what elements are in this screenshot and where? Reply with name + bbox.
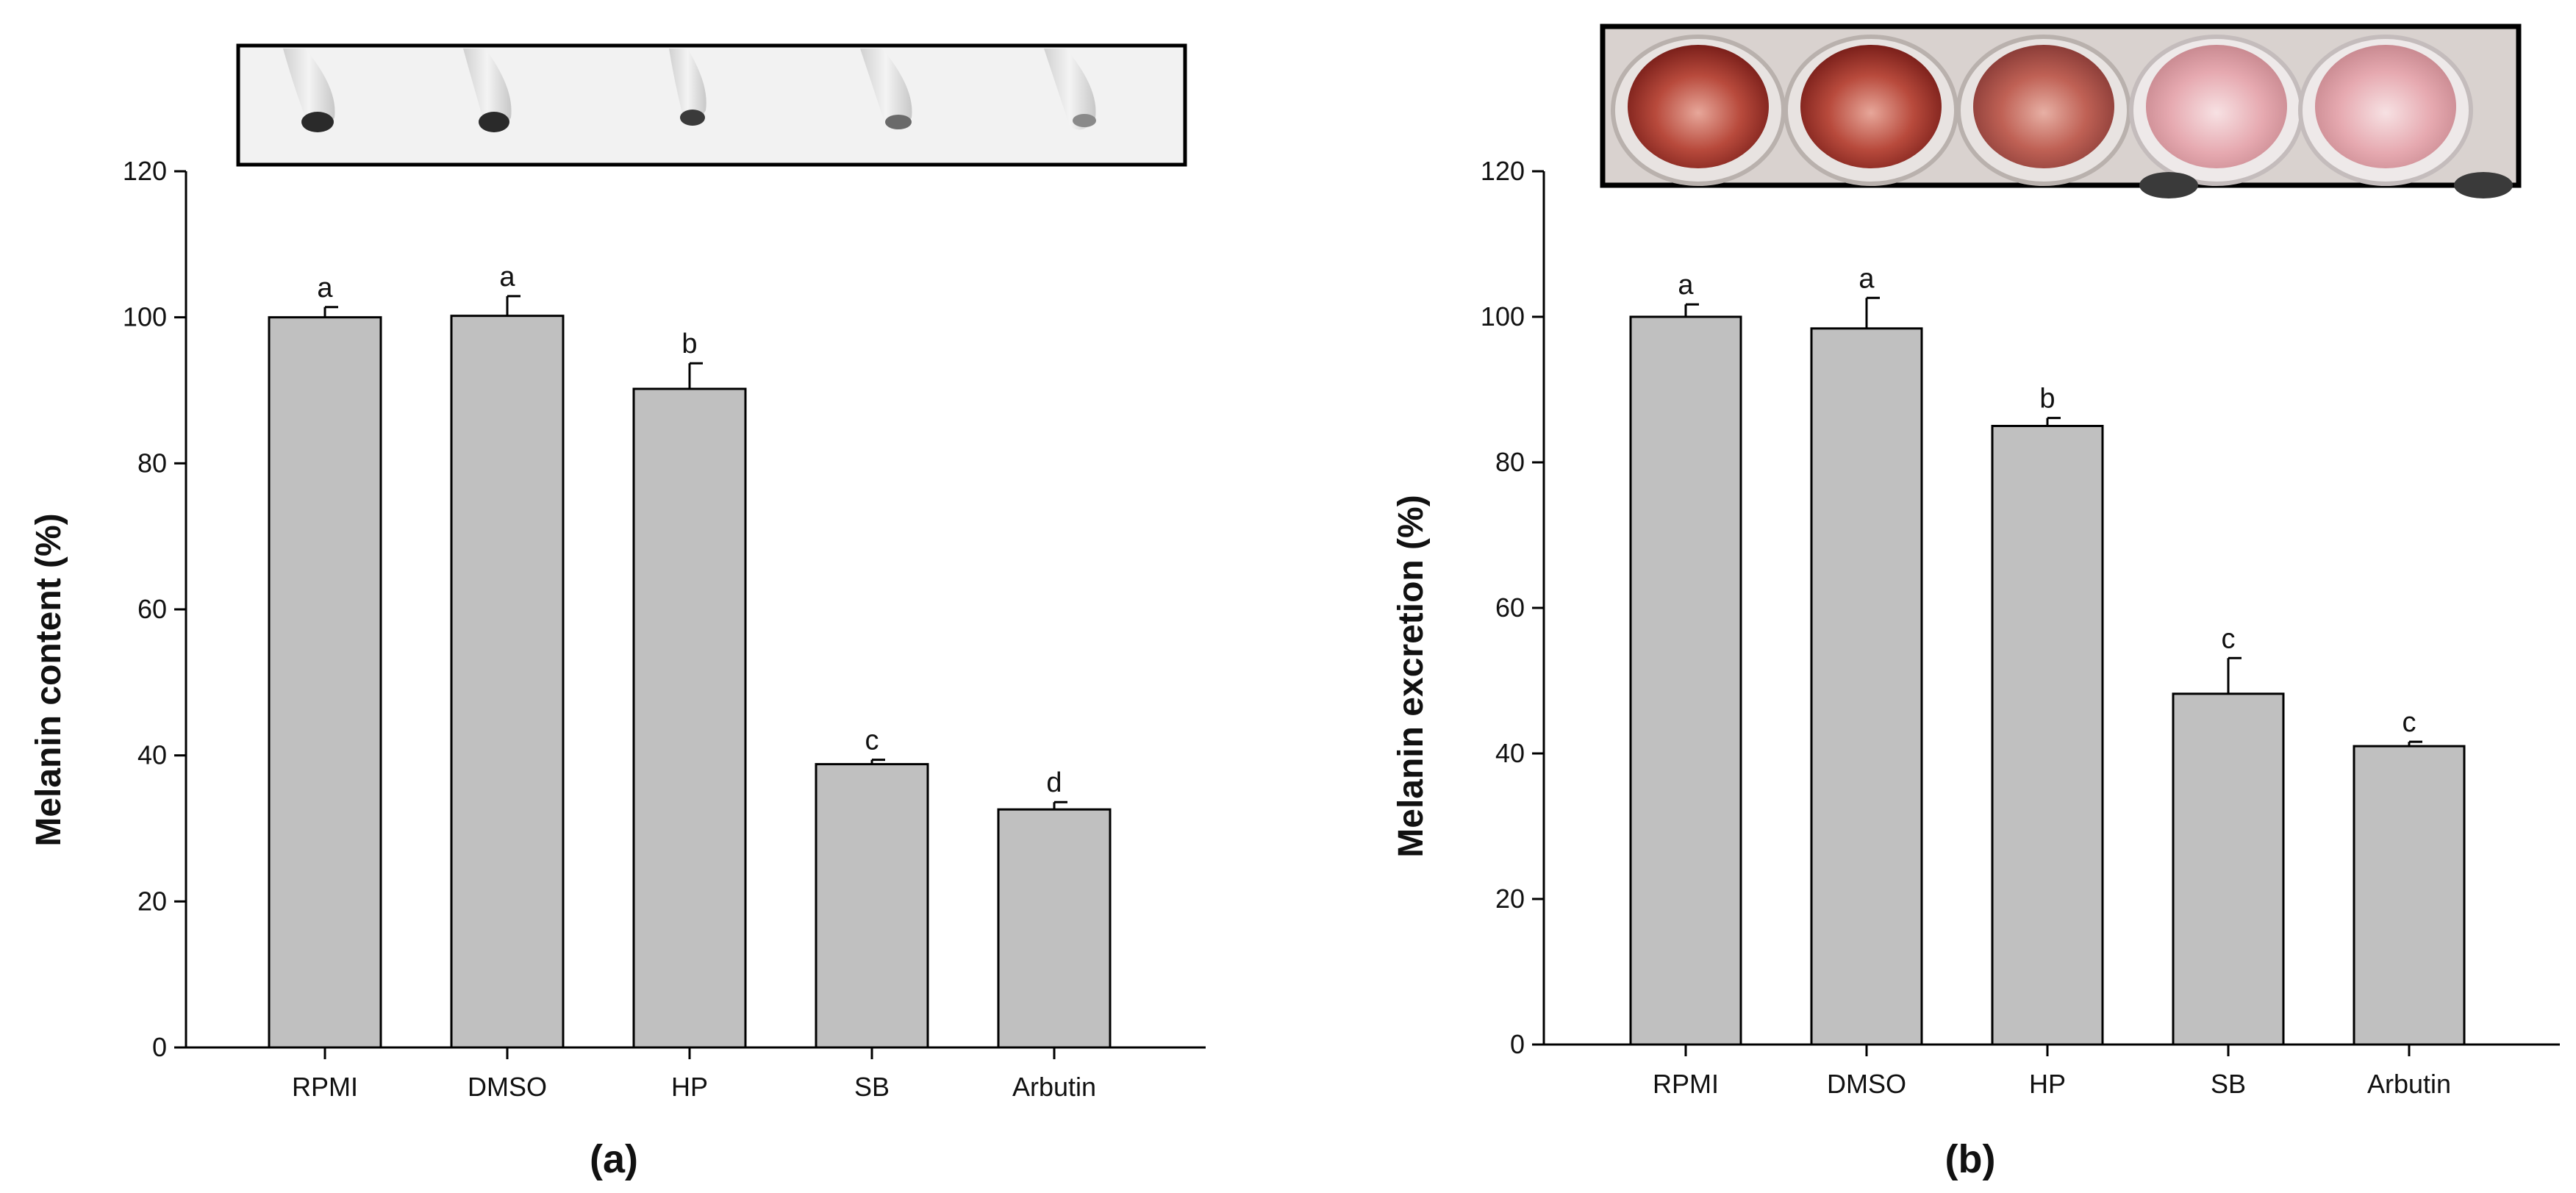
- panel-a-bar-arbutin: [997, 808, 1112, 1049]
- panel-a-error-bar-arbutin: [1053, 800, 1067, 810]
- panel-a-x-axis: RPMI DMSO HP SB Arbutin: [186, 1046, 1206, 1102]
- plate-shadow-left: [2139, 172, 2198, 198]
- panel-a-error-bar-rpmi: [323, 306, 338, 318]
- panel-b-error-bar-sb: [2227, 656, 2242, 694]
- panel-a-inset-photo: [236, 43, 1187, 167]
- panel-a-significance-dmso: a: [499, 262, 515, 293]
- panel-b-significance-hp: b: [2039, 384, 2055, 415]
- panel-b-x-tick-label-rpmi: RPMI: [1653, 1069, 1719, 1099]
- panel-b-x-tick-label-dmso: DMSO: [1827, 1069, 1906, 1099]
- panel-b-inset-photo: [1600, 24, 2522, 198]
- pellet-tube-1: [283, 49, 335, 132]
- panel-b-bars: [1629, 315, 2466, 1046]
- culture-well-2: [1783, 35, 1958, 186]
- panel-b-y-axis: 0 20 40 60 80 100 120: [1481, 156, 1545, 1059]
- panel-b-error-bar-hp: [2046, 417, 2061, 426]
- panel-b-bar-arbutin: [2353, 745, 2466, 1046]
- panel-b-y-tick-label: 60: [1495, 592, 1525, 623]
- panel-a-error-bar-hp: [688, 362, 703, 390]
- panel-a-y-tick-label: 100: [123, 302, 167, 332]
- panel-a-x-tick-label-hp: HP: [671, 1072, 708, 1102]
- panel-a-error-bars: [323, 295, 1067, 810]
- culture-well-3: [1956, 35, 2131, 186]
- panel-a-y-tick-label: 120: [123, 156, 167, 186]
- panel-b-significance-letters: a a b c c: [1678, 263, 2416, 738]
- culture-well-4: [2129, 35, 2304, 186]
- panel-a-x-tick-label-arbutin: Arbutin: [1012, 1072, 1096, 1102]
- panel-b-error-bars: [1684, 296, 2422, 747]
- panel-a-y-tick-label: 40: [137, 740, 167, 770]
- panel-b-x-tick-label-arbutin: Arbutin: [2367, 1069, 2451, 1099]
- panel-b-y-tick-label: 120: [1481, 156, 1525, 186]
- panel-b-y-axis-title: Melanin excretion (%): [1392, 495, 1431, 857]
- pellet-tube-3: [669, 49, 706, 126]
- panel-a-chart: a a b c d 0 20 40 60 80 100 120 RPMI DMSO HP SB Arbuti…: [29, 43, 1206, 1181]
- panel-b-significance-dmso: a: [1858, 263, 1875, 294]
- pellet-tube-2: [463, 49, 512, 132]
- panel-b-chart: a a b c c 0 20 40 60 80 100 120 RPMI DMSO HP SB Arbuti…: [1392, 24, 2560, 1181]
- panel-b-x-tick-label-hp: HP: [2029, 1069, 2066, 1099]
- panel-a-significance-arbutin: d: [1046, 767, 1062, 798]
- panel-a-y-axis-title: Melanin content (%): [29, 513, 68, 846]
- panel-a-x-tick-label-sb: SB: [854, 1072, 890, 1102]
- panel-a-y-tick-label: 0: [152, 1032, 167, 1062]
- pellet-tube-5: [1044, 49, 1096, 130]
- panel-b-bar-dmso: [1810, 327, 1923, 1046]
- panel-a-bar-sb: [815, 763, 929, 1049]
- panel-b-y-tick-label: 100: [1481, 301, 1525, 332]
- panel-b-bar-rpmi: [1629, 315, 1742, 1046]
- panel-a-y-tick-label: 20: [137, 886, 167, 916]
- plate-shadow-right: [2454, 172, 2513, 198]
- panel-a-y-tick-label: 60: [137, 594, 167, 624]
- panel-b-error-bar-arbutin: [2408, 740, 2422, 747]
- panel-b-bar-hp: [1991, 425, 2104, 1046]
- panel-b-y-tick-label: 40: [1495, 738, 1525, 768]
- panel-b-y-tick-label: 0: [1510, 1029, 1525, 1059]
- panel-b-bar-sb: [2172, 692, 2285, 1046]
- panel-b-y-tick-label: 20: [1495, 884, 1525, 914]
- panel-b-significance-rpmi: a: [1678, 270, 1694, 301]
- panel-a-label: (a): [590, 1137, 638, 1181]
- panel-b-y-tick-label: 80: [1495, 447, 1525, 477]
- panel-a-x-tick-label-rpmi: RPMI: [292, 1072, 358, 1102]
- panel-b-x-tick-label-sb: SB: [2211, 1069, 2246, 1099]
- panel-b-label: (b): [1945, 1137, 1996, 1181]
- panel-a-significance-rpmi: a: [317, 273, 333, 304]
- panel-a-bars: [268, 315, 1112, 1049]
- panel-b-error-bar-rpmi: [1684, 303, 1699, 317]
- panel-b-significance-arbutin: c: [2403, 707, 2416, 738]
- panel-a-y-axis: 0 20 40 60 80 100 120: [123, 156, 187, 1062]
- panel-b-error-bar-dmso: [1865, 296, 1880, 329]
- pellet-tube-4: [860, 49, 912, 130]
- panel-a-bar-rpmi: [268, 316, 382, 1049]
- panel-b-x-axis: RPMI DMSO HP SB Arbutin: [1544, 1043, 2560, 1099]
- panel-a-error-bar-dmso: [506, 295, 520, 316]
- culture-well-5: [2298, 35, 2473, 186]
- culture-well-1: [1611, 35, 1786, 186]
- panel-a-bar-hp: [632, 387, 747, 1049]
- panel-b-significance-sb: c: [2222, 623, 2236, 654]
- panel-a-x-tick-label-dmso: DMSO: [468, 1072, 547, 1102]
- panel-a-significance-sb: c: [865, 726, 879, 756]
- panel-a-significance-letters: a a b c d: [317, 262, 1062, 798]
- panel-a-error-bar-sb: [870, 759, 885, 764]
- panel-a-significance-hp: b: [681, 329, 697, 359]
- panel-a-bar-dmso: [450, 315, 565, 1049]
- panel-a-y-tick-label: 80: [137, 448, 167, 478]
